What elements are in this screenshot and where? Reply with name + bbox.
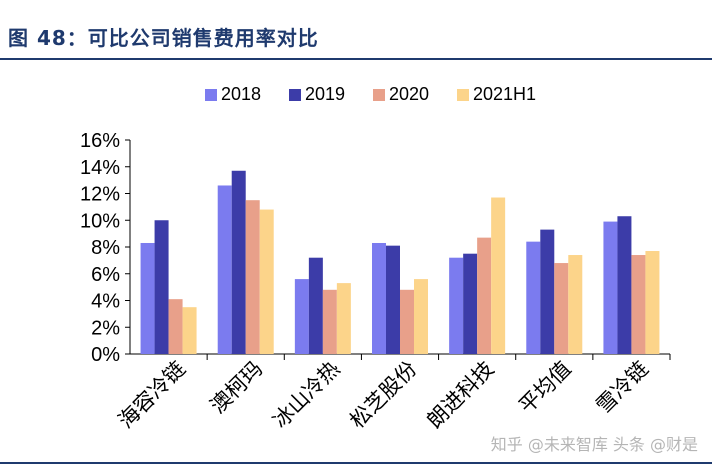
- y-tick-label: 2%: [91, 317, 120, 339]
- x-tick-label: 海容冷链: [114, 357, 190, 433]
- bar: [140, 242, 155, 354]
- bar: [386, 245, 400, 354]
- bar: [322, 289, 337, 354]
- figure-title: 图 48：可比公司销售费用率对比: [8, 26, 319, 50]
- x-tick-label: 平均值: [514, 357, 576, 419]
- y-tick-label: 4%: [91, 291, 120, 313]
- bar: [603, 221, 618, 354]
- legend-label: 2018: [221, 84, 261, 104]
- x-tick-label: 雪冷链: [591, 357, 653, 419]
- x-tick-label: 松芝股份: [345, 357, 421, 433]
- bottom-rule: [0, 462, 712, 464]
- bar: [245, 200, 260, 354]
- bar: [526, 241, 541, 354]
- bar: [449, 257, 464, 354]
- bar: [568, 255, 583, 354]
- legend-swatch: [373, 89, 385, 101]
- y-tick-label: 8%: [91, 237, 120, 259]
- bar: [259, 209, 274, 354]
- bar: [294, 279, 309, 354]
- bar: [168, 299, 183, 354]
- y-tick-label: 16%: [80, 130, 120, 152]
- bar: [231, 170, 246, 354]
- bar: [336, 283, 351, 354]
- y-tick-label: 0%: [91, 344, 120, 366]
- bar: [308, 257, 323, 354]
- y-tick-label: 14%: [80, 157, 120, 179]
- bar: [154, 220, 169, 354]
- bar: [182, 307, 197, 354]
- x-tick-label: 澳柯玛: [206, 357, 268, 419]
- legend-label: 2019: [305, 84, 345, 104]
- bar: [400, 289, 414, 354]
- bar: [414, 279, 428, 354]
- bar: [540, 229, 555, 354]
- legend-swatch: [457, 89, 469, 101]
- y-tick-label: 12%: [80, 184, 120, 206]
- bar: [617, 216, 632, 354]
- title-rule: [0, 58, 712, 60]
- bar: [554, 263, 569, 354]
- legend-swatch: [289, 89, 301, 101]
- bar: [631, 255, 646, 354]
- bar: [477, 237, 492, 354]
- legend-label: 2021H1: [473, 84, 536, 104]
- y-tick-label: 6%: [91, 264, 120, 286]
- bar: [372, 242, 386, 354]
- bar: [463, 253, 478, 354]
- bar: [217, 185, 232, 354]
- legend-swatch: [205, 89, 217, 101]
- y-tick-label: 10%: [80, 210, 120, 232]
- x-tick-label: 冰山冷热: [268, 357, 344, 433]
- watermark: 知乎 @未来智库 头条 @财是: [490, 435, 698, 454]
- bar: [645, 251, 660, 354]
- bar: [491, 197, 506, 354]
- x-tick-label: 朗进科技: [422, 357, 498, 433]
- legend-label: 2020: [389, 84, 429, 104]
